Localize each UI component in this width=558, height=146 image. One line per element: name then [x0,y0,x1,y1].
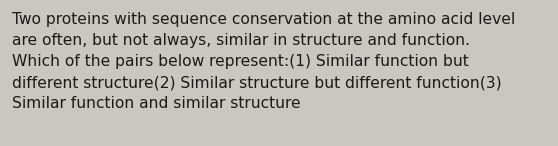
Text: Two proteins with sequence conservation at the amino acid level
are often, but n: Two proteins with sequence conservation … [12,12,515,111]
